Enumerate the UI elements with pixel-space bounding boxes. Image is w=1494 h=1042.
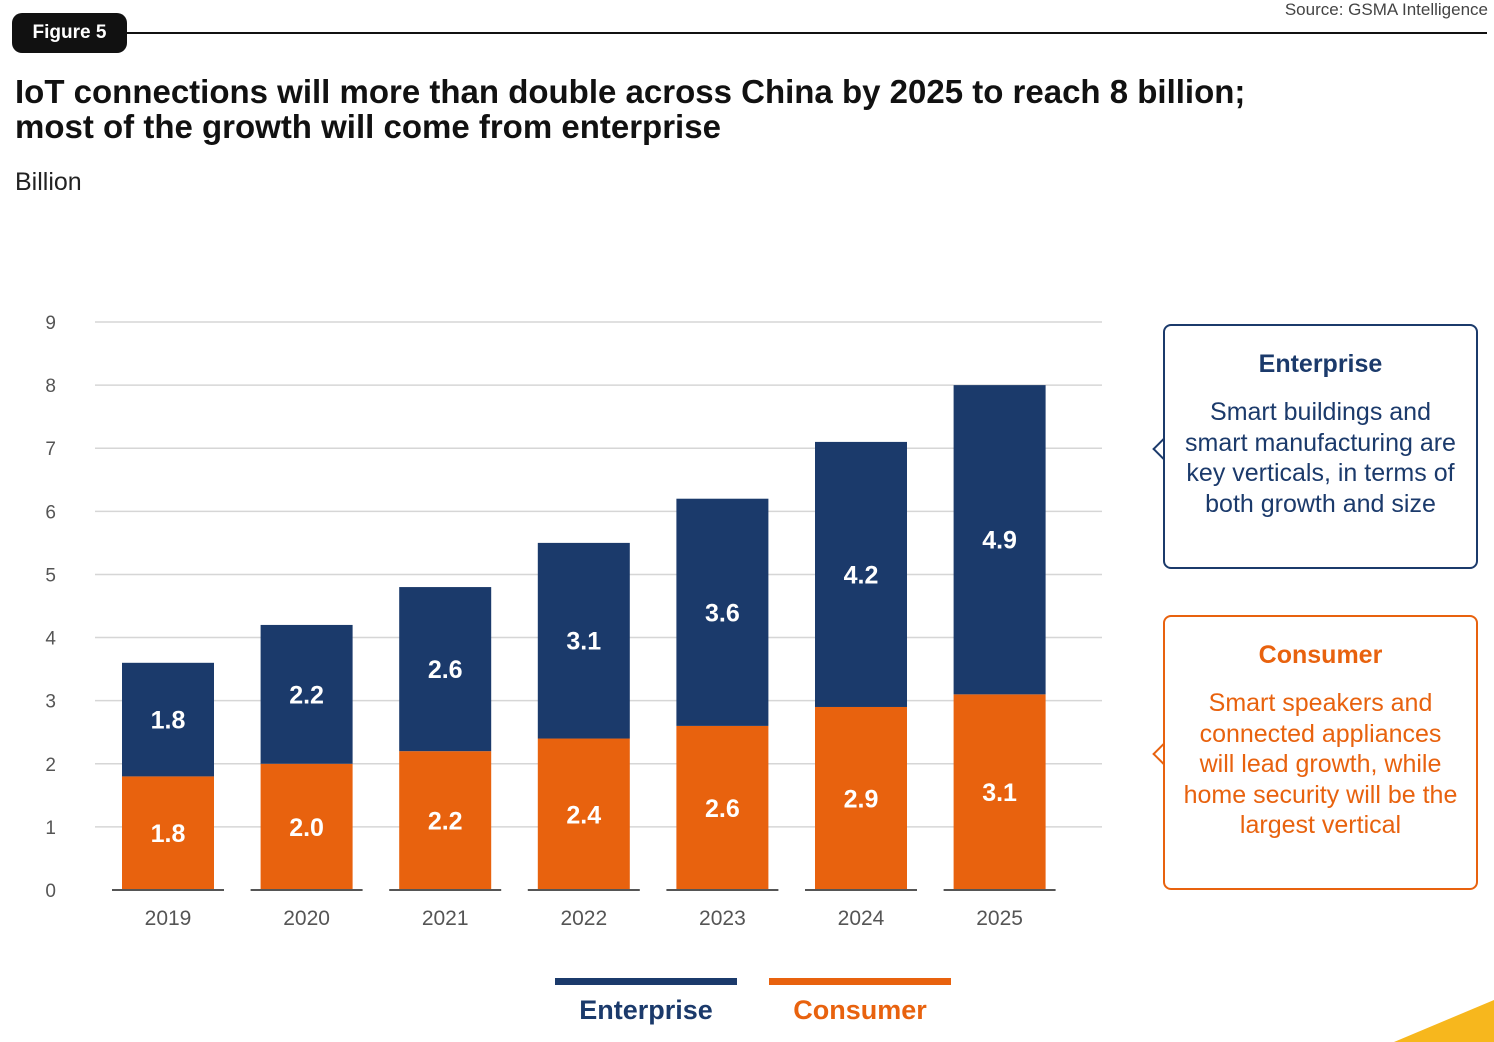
unit-label: Billion	[15, 168, 82, 196]
x-tick-label: 2023	[699, 907, 746, 930]
x-tick-label: 2020	[283, 907, 330, 930]
bar-consumer	[815, 706, 907, 890]
data-label-consumer: 2.4	[566, 801, 601, 829]
data-label-enterprise: 2.2	[289, 681, 324, 709]
consumer-callout-title: Consumer	[1258, 641, 1383, 669]
bar-enterprise	[260, 624, 353, 764]
data-label-enterprise: 2.6	[428, 656, 463, 684]
bar-consumer	[260, 763, 353, 890]
x-tick-label: 2022	[560, 907, 607, 930]
bar-enterprise	[676, 498, 769, 726]
data-label-enterprise: 3.1	[566, 628, 601, 656]
y-tick-label: 0	[45, 881, 56, 902]
y-tick-label: 9	[45, 313, 56, 334]
bar-consumer	[537, 738, 630, 890]
y-tick-label: 1	[45, 818, 56, 839]
data-label-enterprise: 3.6	[705, 599, 740, 627]
bar-enterprise	[122, 662, 214, 777]
data-label-consumer: 2.0	[289, 814, 324, 842]
legend-enterprise: Enterprise	[555, 978, 737, 1026]
y-tick-label: 7	[45, 439, 56, 460]
chart-title-line1: IoT connections will more than double ac…	[15, 73, 1246, 110]
figure-badge: Figure 5	[12, 13, 127, 53]
x-tick-label: 2021	[422, 907, 469, 930]
bar-enterprise	[399, 587, 492, 752]
data-label-consumer: 3.1	[982, 779, 1017, 807]
data-label-consumer: 2.2	[428, 808, 463, 836]
legend-consumer-label: Consumer	[793, 995, 927, 1025]
bar-consumer	[399, 751, 492, 890]
chart-title-line2: most of the growth will come from enterp…	[15, 108, 721, 145]
data-label-consumer: 2.9	[844, 785, 879, 813]
x-tick-label: 2025	[976, 907, 1023, 930]
legend-consumer-swatch	[769, 978, 951, 985]
data-label-consumer: 1.8	[151, 820, 186, 848]
x-tick-label: 2019	[145, 907, 192, 930]
top-rule	[127, 32, 1487, 34]
data-label-consumer: 2.6	[705, 795, 740, 823]
y-tick-label: 2	[45, 755, 56, 776]
source-note: Source: GSMA Intelligence	[1284, 0, 1488, 19]
legend-consumer: Consumer	[769, 978, 951, 1026]
legend-enterprise-label: Enterprise	[579, 995, 713, 1025]
chart-title: IoT connections will more than double ac…	[15, 74, 1245, 144]
y-tick-label: 8	[45, 376, 56, 397]
data-label-enterprise: 4.2	[844, 561, 879, 589]
bar-enterprise	[953, 385, 1046, 695]
bar-consumer	[676, 725, 769, 890]
bar-consumer	[953, 694, 1046, 890]
consumer-callout-text: Smart speakers and connected appliances …	[1183, 689, 1458, 839]
y-tick-label: 5	[45, 565, 56, 586]
enterprise-callout: Enterprise Smart buildings and smart man…	[1163, 324, 1478, 569]
legend-enterprise-swatch	[555, 978, 737, 985]
y-tick-label: 3	[45, 692, 56, 713]
data-label-enterprise: 1.8	[151, 707, 186, 735]
bar-consumer	[122, 776, 214, 890]
bar-enterprise	[815, 441, 907, 707]
bar-enterprise	[537, 542, 630, 739]
corner-decoration	[1394, 1000, 1494, 1042]
x-tick-label: 2024	[838, 907, 885, 930]
consumer-callout: Consumer Smart speakers and connected ap…	[1163, 615, 1478, 890]
y-tick-label: 6	[45, 502, 56, 523]
data-label-enterprise: 4.9	[982, 527, 1017, 555]
enterprise-callout-text: Smart buildings and smart manufacturing …	[1185, 398, 1456, 518]
y-tick-label: 4	[45, 629, 56, 650]
enterprise-callout-title: Enterprise	[1258, 350, 1383, 378]
